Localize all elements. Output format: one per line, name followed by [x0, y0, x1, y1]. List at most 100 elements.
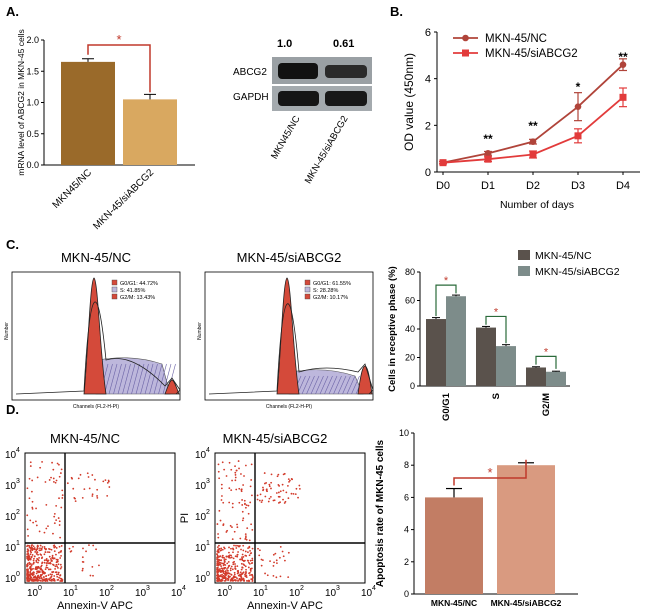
event-dot [251, 547, 254, 550]
event-dot [228, 487, 231, 490]
event-dot [269, 560, 271, 563]
y-tick-exp: 3 [16, 478, 20, 485]
x-tick-label: S [491, 393, 502, 399]
event-dot [290, 478, 293, 480]
event-dot [96, 495, 98, 497]
event-dot [281, 550, 284, 553]
event-dot [222, 569, 224, 572]
event-dot [262, 486, 264, 489]
event-dot [33, 571, 35, 574]
event-dot [240, 548, 242, 551]
event-dot [256, 498, 259, 501]
event-dot [237, 574, 240, 577]
y-tick-exp: 1 [206, 540, 210, 547]
y-tick-base: 10 [195, 574, 207, 585]
event-dot [49, 562, 52, 565]
event-dot [29, 553, 32, 556]
event-dot [259, 493, 262, 496]
event-dot [241, 499, 243, 501]
event-dot [58, 497, 60, 500]
event-dot [241, 553, 244, 556]
flow-hatch [346, 375, 356, 395]
y-tick-base: 10 [5, 481, 17, 492]
event-dot [232, 557, 235, 560]
event-dot [251, 557, 254, 560]
event-dot [59, 567, 62, 570]
event-dot [47, 574, 50, 577]
event-dot [241, 510, 244, 513]
event-dot [244, 550, 247, 553]
event-dot [38, 556, 40, 559]
event-dot [216, 564, 218, 567]
event-dot [60, 506, 63, 509]
y-tick-base: 10 [5, 574, 17, 585]
event-dot [244, 575, 247, 577]
event-dot [68, 547, 71, 550]
event-dot [252, 576, 254, 579]
event-dot [241, 519, 244, 522]
event-dot [268, 483, 271, 486]
event-dot [250, 562, 253, 565]
event-dot [28, 573, 31, 576]
flow-outline [208, 303, 374, 395]
event-dot [275, 492, 278, 494]
event-dot [228, 461, 231, 464]
event-dot [26, 577, 29, 579]
event-dot [79, 473, 82, 476]
event-dot [51, 560, 53, 562]
event-dot [274, 552, 277, 555]
event-dot [234, 567, 237, 569]
event-dot [56, 560, 59, 562]
y-tick-base: 10 [5, 543, 17, 554]
event-dot [230, 547, 232, 550]
event-dot [56, 558, 59, 561]
flow-g1-peak [83, 277, 107, 395]
flow-title: MKN-45/siABCG2 [237, 250, 342, 265]
event-dot [237, 579, 239, 582]
x-tick-exp: 2 [110, 585, 114, 592]
event-dot [66, 482, 69, 485]
event-dot [47, 559, 50, 562]
event-dot [244, 536, 247, 539]
event-dot [57, 567, 59, 569]
event-dot [272, 565, 275, 567]
y-tick-exp: 2 [206, 509, 210, 516]
x-tick-label: D0 [436, 180, 450, 192]
event-dot [232, 575, 235, 578]
event-dot [41, 580, 44, 582]
event-dot [57, 517, 60, 519]
x-tick-label: MKN-45/siABCG2 [91, 167, 156, 232]
event-dot [217, 536, 220, 539]
event-dot [48, 555, 51, 558]
event-dot [61, 580, 64, 582]
event-dot [55, 504, 58, 507]
event-dot [45, 558, 48, 561]
event-dot [284, 559, 286, 562]
event-dot [232, 577, 234, 579]
event-dot [229, 567, 232, 570]
event-dot [222, 501, 225, 504]
x-tick-base: 10 [171, 588, 183, 599]
event-dot [247, 547, 249, 550]
event-dot [273, 561, 275, 564]
event-dot [52, 571, 55, 573]
event-dot [106, 494, 109, 497]
event-dot [235, 488, 238, 491]
event-dot [281, 483, 284, 486]
event-dot [234, 479, 237, 482]
event-dot [230, 565, 233, 568]
band-gapdh-si [325, 91, 367, 106]
event-dot [85, 550, 87, 553]
event-dot [54, 565, 57, 568]
event-dot [28, 577, 30, 580]
event-dot [98, 564, 100, 567]
event-dot [58, 475, 61, 478]
event-dot [91, 493, 94, 496]
event-dot [26, 553, 29, 556]
event-dot [249, 567, 252, 570]
significance-star: * [544, 346, 549, 358]
flow-legend-text: S: 41.85% [120, 288, 145, 294]
x-tick-base: 10 [27, 588, 39, 599]
flow-cytometry-histograms: MKN-45/NC G0/G1: 44.72%S: 41.85%G2/M: 13.… [4, 250, 374, 410]
